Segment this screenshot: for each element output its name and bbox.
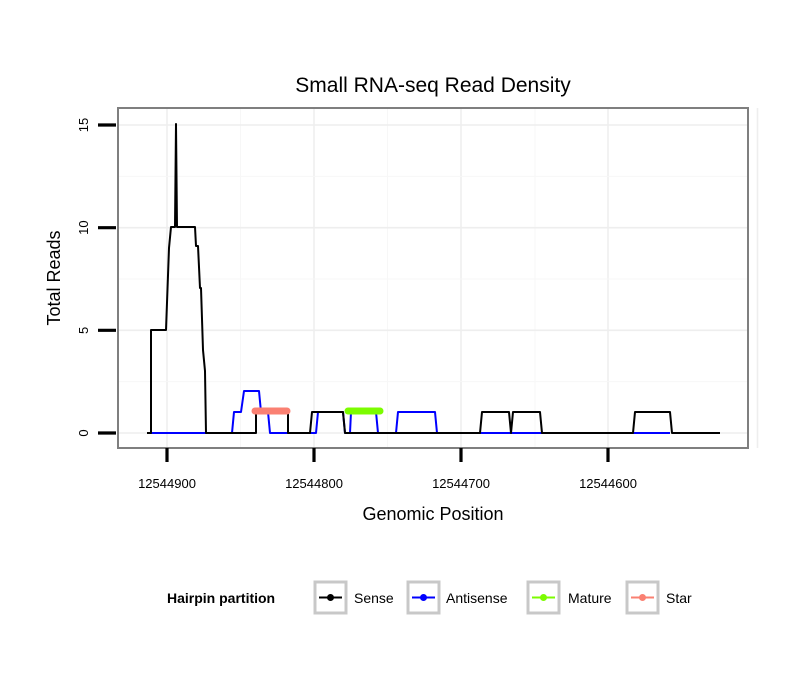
- chart-title: Small RNA-seq Read Density: [295, 74, 571, 97]
- y-axis-title: Total Reads: [44, 230, 64, 325]
- x-tick-label: 12544600: [579, 476, 637, 491]
- legend-label-sense: Sense: [354, 590, 394, 606]
- y-tick-label: 15: [76, 118, 91, 132]
- legend-point-star: [639, 594, 646, 601]
- legend-point-antisense: [420, 594, 427, 601]
- x-tick-label: 12544800: [285, 476, 343, 491]
- y-tick-label: 0: [76, 429, 91, 436]
- plot-panel-border: [117, 107, 749, 449]
- y-tick-label: 5: [76, 327, 91, 334]
- legend-label-star: Star: [666, 590, 692, 606]
- x-axis-title: Genomic Position: [362, 504, 503, 524]
- legend-title: Hairpin partition: [167, 590, 275, 606]
- legend-label-mature: Mature: [568, 590, 612, 606]
- legend-point-mature: [540, 594, 547, 601]
- x-tick-label: 12544900: [138, 476, 196, 491]
- plot-panel: [118, 108, 748, 448]
- x-tick-label: 12544700: [432, 476, 490, 491]
- y-tick-label: 10: [76, 220, 91, 234]
- legend-label-antisense: Antisense: [446, 590, 508, 606]
- legend-point-sense: [327, 594, 334, 601]
